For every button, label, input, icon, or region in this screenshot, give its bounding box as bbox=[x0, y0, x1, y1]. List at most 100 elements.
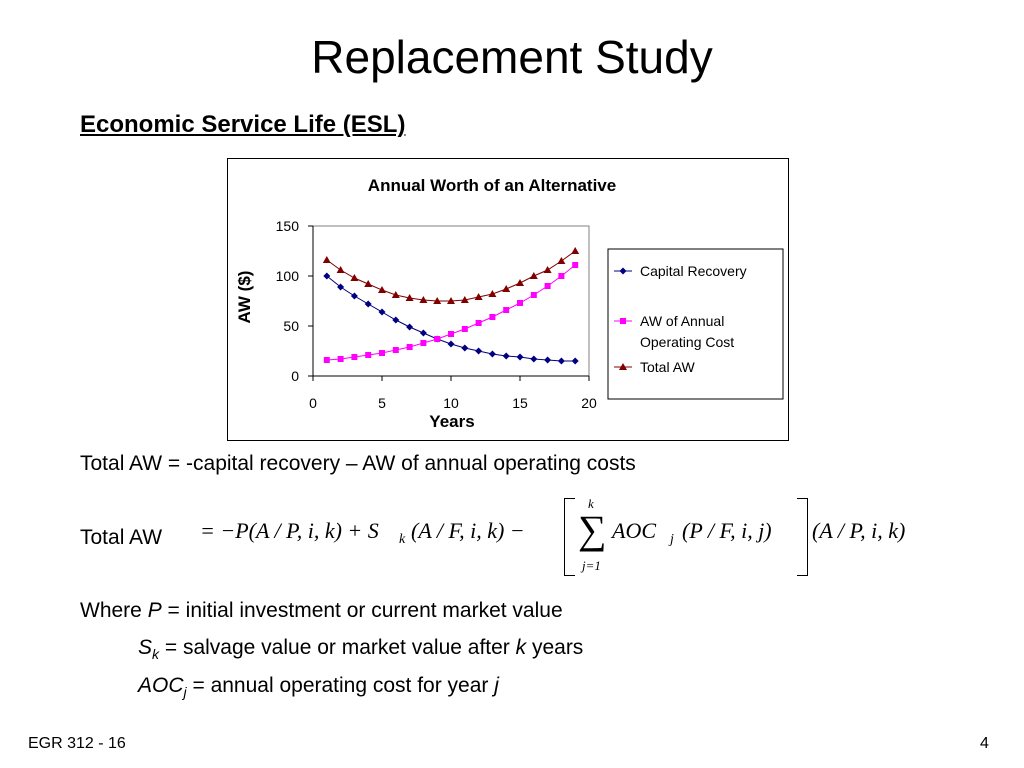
sum-symbol: ∑ bbox=[578, 507, 607, 552]
p-symbol: P bbox=[147, 599, 162, 622]
data-point bbox=[336, 266, 345, 273]
data-point bbox=[405, 294, 414, 301]
data-point bbox=[461, 344, 469, 352]
data-point bbox=[323, 272, 331, 280]
data-point bbox=[391, 291, 400, 298]
section-heading: Economic Service Life (ESL) bbox=[80, 111, 406, 138]
data-point bbox=[419, 329, 427, 337]
aoc-subscript: j bbox=[183, 684, 187, 701]
data-point bbox=[365, 352, 372, 358]
data-point bbox=[474, 293, 483, 300]
formula-ap-factor: (A / P, i, k) bbox=[812, 518, 906, 543]
formula-right-bracket bbox=[797, 498, 808, 576]
aoc-definition-j: j bbox=[494, 674, 499, 697]
legend-entry-label: Total AW bbox=[640, 359, 696, 375]
data-point bbox=[392, 347, 399, 353]
formula-lhs-subscript: k bbox=[399, 532, 406, 547]
s-subscript: k bbox=[152, 646, 160, 663]
formula-af-factor: (A / F, i, k) − bbox=[411, 518, 525, 543]
y-tick-label: 100 bbox=[276, 268, 300, 284]
x-tick-label: 0 bbox=[309, 395, 317, 411]
legend-marker bbox=[619, 363, 627, 370]
formula-lhs: = −P(A / P, i, k) + S bbox=[200, 518, 379, 543]
data-point bbox=[571, 247, 580, 254]
data-point bbox=[379, 350, 385, 356]
y-tick-label: 150 bbox=[276, 218, 300, 234]
total-aw-formula: = −P(A / P, i, k) + S k (A / F, i, k) − … bbox=[200, 496, 940, 578]
data-point bbox=[517, 300, 523, 306]
data-point bbox=[502, 285, 511, 292]
data-point bbox=[392, 316, 400, 324]
x-tick-label: 20 bbox=[581, 395, 597, 411]
data-point bbox=[461, 326, 468, 332]
data-point bbox=[434, 336, 441, 342]
x-tick-label: 10 bbox=[443, 395, 459, 411]
data-point bbox=[530, 292, 537, 298]
data-point bbox=[337, 356, 344, 362]
data-point bbox=[378, 286, 386, 293]
data-point bbox=[378, 308, 386, 316]
x-axis-label: Years bbox=[429, 412, 474, 431]
data-point bbox=[350, 292, 358, 300]
legend-entry-label: AW of Annual Operating Cost bbox=[640, 313, 734, 350]
data-point bbox=[544, 356, 552, 364]
data-point bbox=[364, 300, 372, 308]
data-point bbox=[557, 357, 565, 365]
data-point bbox=[448, 331, 454, 337]
formula-pf-factor: (P / F, i, j) bbox=[682, 518, 772, 543]
data-point bbox=[351, 354, 358, 360]
legend-marker bbox=[620, 318, 626, 324]
formula-aoc: AOC bbox=[612, 518, 656, 543]
s-definition-k: k bbox=[515, 636, 527, 659]
data-point bbox=[572, 262, 579, 268]
data-point bbox=[337, 283, 345, 291]
p-definition: = initial investment or current market v… bbox=[161, 599, 563, 622]
data-point bbox=[322, 256, 331, 263]
total-aw-definition: Total AW = -capital recovery – AW of ann… bbox=[80, 452, 636, 475]
data-point bbox=[488, 290, 497, 297]
s-definition-a: = salvage value or market value after bbox=[159, 636, 516, 659]
sum-lower-limit: j=1 bbox=[582, 558, 601, 573]
data-point bbox=[323, 357, 330, 363]
data-point bbox=[544, 283, 551, 289]
salvage-value-line: Sk = salvage value or market value after… bbox=[138, 636, 583, 662]
data-point bbox=[529, 272, 538, 279]
data-point bbox=[543, 266, 552, 273]
legend-marker bbox=[619, 267, 627, 275]
chart-title: Annual Worth of an Alternative bbox=[368, 176, 616, 195]
data-point bbox=[447, 297, 455, 304]
data-point bbox=[503, 307, 510, 313]
legend-entry-label: Capital Recovery bbox=[640, 263, 747, 279]
data-point bbox=[557, 257, 566, 264]
data-point bbox=[571, 357, 579, 365]
total-aw-label: Total AW bbox=[80, 526, 163, 549]
data-point bbox=[364, 280, 373, 287]
data-point bbox=[558, 273, 565, 279]
x-tick-label: 5 bbox=[378, 395, 386, 411]
chart-container: Annual Worth of an Alternative AW ($) Ye… bbox=[227, 158, 789, 441]
s-definition-b: years bbox=[526, 636, 584, 659]
data-point bbox=[502, 352, 510, 360]
aoc-definition: = annual operating cost for year bbox=[186, 674, 495, 697]
annual-worth-chart: Annual Worth of an Alternative AW ($) Ye… bbox=[235, 176, 784, 431]
data-point bbox=[475, 320, 482, 326]
sum-upper-limit: k bbox=[588, 496, 594, 511]
data-point bbox=[420, 340, 427, 346]
legend-box bbox=[607, 248, 784, 400]
data-point bbox=[460, 296, 469, 303]
s-symbol: S bbox=[138, 636, 153, 659]
aoc-line: AOCj = annual operating cost for year j bbox=[138, 674, 499, 700]
formula-left-bracket bbox=[564, 498, 575, 576]
data-point bbox=[488, 350, 496, 358]
data-point bbox=[530, 355, 538, 363]
formula-aoc-subscript: j bbox=[670, 532, 674, 547]
data-point bbox=[516, 353, 524, 361]
data-point bbox=[406, 323, 414, 331]
data-point bbox=[447, 340, 455, 348]
where-p-line: Where P = initial investment or current … bbox=[80, 599, 563, 623]
x-tick-label: 15 bbox=[512, 395, 528, 411]
slide-title: Replacement Study bbox=[311, 31, 713, 83]
y-tick-label: 50 bbox=[283, 318, 299, 334]
page-number: 4 bbox=[980, 735, 989, 752]
data-point bbox=[433, 297, 442, 304]
